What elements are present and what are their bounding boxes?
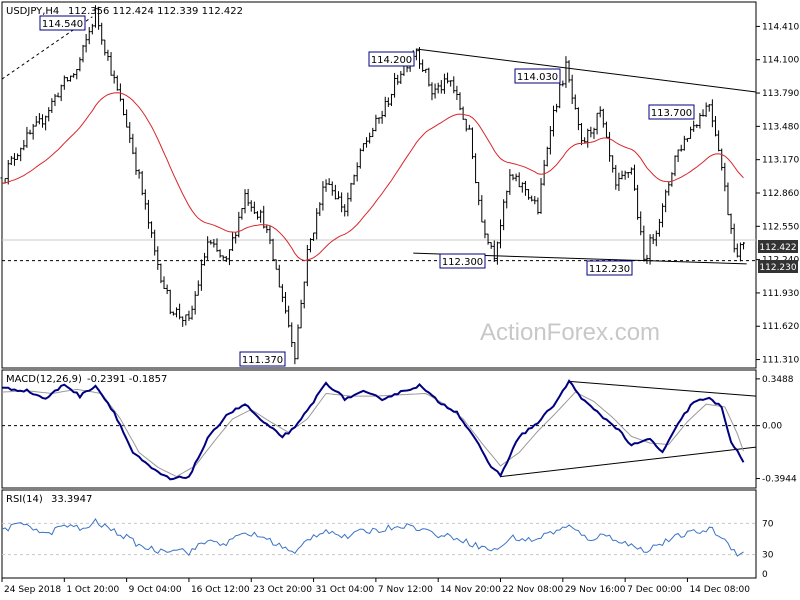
macd-main-line xyxy=(1,379,745,481)
svg-text:112.300: 112.300 xyxy=(442,257,483,268)
trendline-macd-lower xyxy=(500,446,757,478)
rsi-ytick-label: 0 xyxy=(762,570,768,580)
x-tick-label: 31 Oct 04:00 xyxy=(316,585,375,595)
rsi-title-value: 33.3947 xyxy=(51,494,92,505)
price-candles xyxy=(0,5,746,365)
x-tick-label: 29 Nov 16:00 xyxy=(565,585,626,595)
support-price-label: 112.230 xyxy=(759,263,796,273)
ohlc-values: 112.356 112.424 112.339 112.422 xyxy=(68,6,243,17)
x-tick-label: 14 Nov 20:00 xyxy=(440,585,501,595)
annotation-114030: 114.030 xyxy=(514,68,561,84)
macd-ytick-label: 0.00 xyxy=(762,422,782,432)
price-ytick-label: 111.310 xyxy=(762,356,799,366)
x-tick-label: 9 Oct 04:00 xyxy=(129,585,182,595)
macd-y-axis: 0.3488 0.00 -0.3944 xyxy=(756,375,797,485)
svg-text:114.200: 114.200 xyxy=(371,55,412,66)
svg-text:114.540: 114.540 xyxy=(42,19,83,30)
moving-average xyxy=(1,92,744,262)
macd-ytick-label: 0.3488 xyxy=(762,375,794,385)
x-tick-label: 16 Oct 12:00 xyxy=(191,585,250,595)
x-tick-label: 14 Dec 08:00 xyxy=(689,585,750,595)
rsi-panel-frame xyxy=(1,489,757,579)
annotation-111370: 111.370 xyxy=(239,351,286,367)
rsi-ytick-label: 70 xyxy=(762,519,774,529)
x-tick-label: 22 Nov 08:00 xyxy=(503,585,564,595)
price-ytick-label: 113.480 xyxy=(762,122,799,132)
svg-text:114.030: 114.030 xyxy=(517,72,558,83)
rsi-title: RSI(14) xyxy=(6,494,43,505)
price-ytick-label: 112.550 xyxy=(762,222,799,232)
macd-lines xyxy=(1,379,757,481)
svg-text:113.700: 113.700 xyxy=(651,108,692,119)
price-ytick-label: 111.620 xyxy=(762,322,799,332)
annotation-113700: 113.700 xyxy=(648,104,695,120)
x-tick-label: 7 Nov 12:00 xyxy=(378,585,433,595)
macd-title-values: -0.2391 -0.1857 xyxy=(87,374,167,385)
rsi-ytick-label: 30 xyxy=(762,551,774,561)
x-axis: 24 Sep 2018 1 Oct 20:00 9 Oct 04:00 16 Oct … xyxy=(1,578,750,595)
watermark-text: ActionForex.com xyxy=(480,319,660,346)
svg-text:111.370: 111.370 xyxy=(242,355,283,366)
x-tick-label: 1 Oct 20:00 xyxy=(66,585,119,595)
x-tick-label: 23 Oct 20:00 xyxy=(253,585,312,595)
annotation-112230: 112.230 xyxy=(586,260,633,276)
macd-panel-frame xyxy=(1,369,757,489)
svg-text:112.230: 112.230 xyxy=(589,264,630,275)
annotation-112300: 112.300 xyxy=(439,253,486,269)
current-price-label: 112.422 xyxy=(759,243,796,253)
ma-line xyxy=(1,92,744,262)
symbol-title: USDJPY,H4 xyxy=(6,6,59,17)
current-price-marker: 112.422 xyxy=(758,240,798,253)
x-tick-label: 7 Dec 00:00 xyxy=(627,585,682,595)
rsi-y-axis: 70 30 0 xyxy=(762,519,774,580)
price-ytick-label: 114.100 xyxy=(762,56,799,66)
annotation-114540: 114.540 xyxy=(39,15,86,31)
macd-title: MACD(12,26,9) xyxy=(6,374,82,385)
rsi-series-line xyxy=(1,518,744,557)
trendline-macd-upper xyxy=(569,380,757,397)
x-tick-label: 24 Sep 2018 xyxy=(4,585,61,595)
price-gridlines xyxy=(2,239,756,262)
price-ytick-label: 112.860 xyxy=(762,189,799,199)
support-price-marker: 112.230 xyxy=(758,260,798,273)
rsi-line xyxy=(1,518,744,557)
macd-signal-line xyxy=(1,388,744,478)
price-ytick-label: 113.170 xyxy=(762,156,799,166)
annotation-114200: 114.200 xyxy=(368,51,415,67)
trendline-upper-resistance xyxy=(416,48,757,93)
price-ytick-label: 113.790 xyxy=(762,89,799,99)
price-ytick-label: 111.930 xyxy=(762,289,799,299)
price-ytick-label: 114.410 xyxy=(762,22,799,32)
macd-ytick-label: -0.3944 xyxy=(762,475,797,485)
